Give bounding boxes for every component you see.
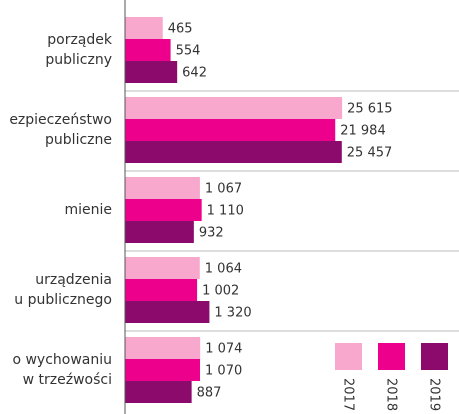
value-label: 1 074 — [205, 342, 242, 357]
category-label: publiczny — [45, 52, 112, 68]
value-label: 1 064 — [205, 262, 242, 277]
legend-label: 2018 — [384, 378, 399, 411]
bar — [125, 279, 198, 301]
bar — [125, 177, 200, 199]
category-label: urządzenia — [35, 272, 112, 288]
legend-swatch — [335, 343, 362, 370]
value-label: 1 320 — [214, 306, 251, 321]
bar — [125, 337, 201, 359]
value-label: 25 615 — [347, 102, 393, 117]
legend-label: 2017 — [341, 378, 356, 411]
bar — [125, 17, 163, 39]
category-label: w trzeźwości — [23, 372, 112, 388]
legend-swatch — [378, 343, 405, 370]
value-label: 1 070 — [205, 364, 242, 379]
bar — [125, 141, 342, 163]
category-label: mienie — [64, 202, 112, 218]
legend-swatch — [421, 343, 448, 370]
category-label: u publicznego — [14, 292, 112, 308]
bar — [125, 257, 200, 279]
value-label: 1 067 — [205, 182, 242, 197]
category-label: porządek — [47, 32, 113, 48]
bar — [125, 97, 343, 119]
value-label: 554 — [176, 44, 201, 59]
bar — [125, 199, 202, 221]
value-label: 642 — [182, 66, 207, 81]
value-label: 1 002 — [202, 284, 239, 299]
bar — [125, 359, 201, 381]
bar — [125, 39, 171, 61]
category-label: ezpieczeństwo — [9, 112, 112, 128]
value-label: 21 984 — [340, 124, 386, 139]
bar — [125, 381, 192, 403]
value-label: 25 457 — [347, 146, 393, 161]
value-label: 887 — [197, 386, 222, 401]
value-label: 1 110 — [207, 204, 244, 219]
category-label: o wychowaniu — [12, 352, 112, 368]
bar — [125, 221, 194, 243]
value-label: 932 — [199, 226, 224, 241]
bar — [125, 61, 178, 83]
bar — [125, 301, 210, 323]
bar — [125, 119, 336, 141]
legend-label: 2019 — [427, 378, 442, 411]
category-label: publiczne — [45, 132, 112, 148]
value-label: 465 — [168, 22, 193, 37]
